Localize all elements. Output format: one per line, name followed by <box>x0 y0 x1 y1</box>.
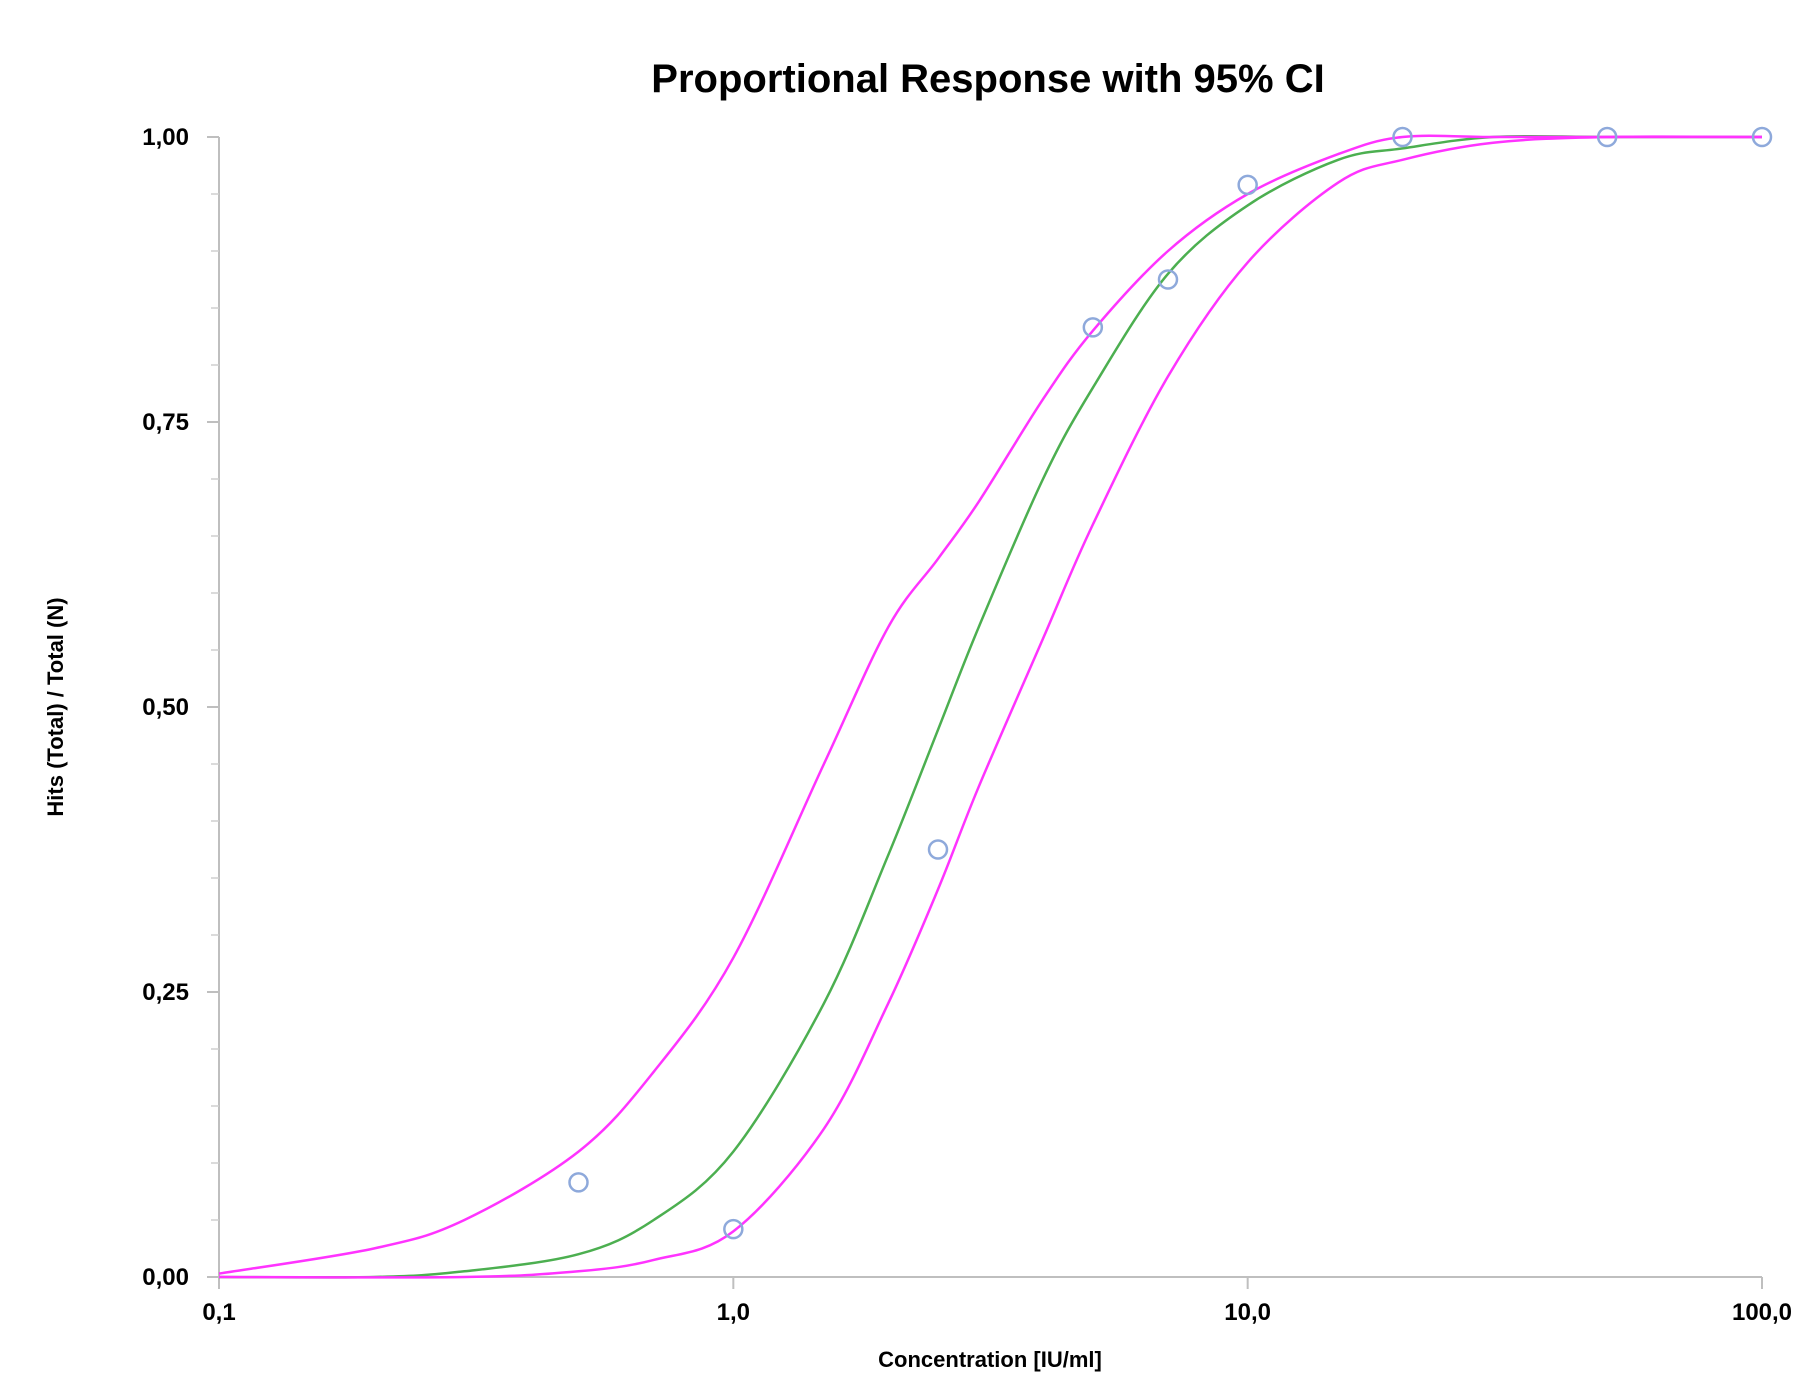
data-point <box>1596 126 1618 148</box>
data-point <box>1237 174 1258 196</box>
series-line-2 <box>218 134 1762 1275</box>
x-tick-label: 10,0 <box>1224 1299 1271 1326</box>
y-axis-label: Hits (Total) / Total (N) <box>43 597 68 816</box>
data-point <box>1392 126 1413 148</box>
x-tick-label: 100,0 <box>1732 1299 1792 1326</box>
x-ticks: 0,1 1,0 10,0 100,0 <box>202 1277 1792 1326</box>
y-tick-label: 0,00 <box>142 1264 189 1291</box>
y-tick-label: 0,50 <box>142 694 189 721</box>
x-axis-label: Concentration [IU/ml] <box>878 1347 1102 1372</box>
y-ticks: 0,00 0,25 0,50 0,75 1,00 <box>142 124 219 1291</box>
axes <box>218 137 1762 1278</box>
y-tick-label: 0,25 <box>142 979 189 1006</box>
data-point <box>1157 269 1179 290</box>
data-point <box>927 839 949 860</box>
data-point <box>1751 126 1773 148</box>
x-tick-label: 0,1 <box>202 1299 235 1326</box>
x-tick-label: 1,0 <box>717 1299 750 1326</box>
series-layer <box>218 126 1773 1279</box>
series-line-3 <box>218 135 1763 1279</box>
data-point <box>568 1172 589 1193</box>
data-point <box>1082 317 1104 338</box>
chart-title: Proportional Response with 95% CI <box>651 57 1324 101</box>
y-tick-label: 0,75 <box>142 409 189 436</box>
data-point <box>723 1218 744 1240</box>
minor-ticks <box>211 193 219 1221</box>
y-tick-label: 1,00 <box>142 124 189 151</box>
series-line-1 <box>218 134 1762 1279</box>
